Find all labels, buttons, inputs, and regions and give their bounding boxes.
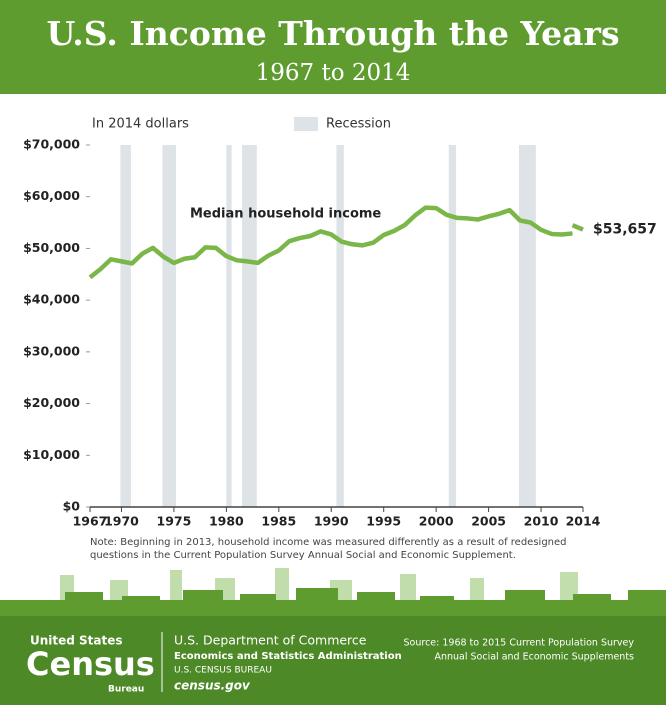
bureau: U.S. CENSUS BUREAU [174,666,272,676]
title: U.S. Income Through the Years [46,14,619,53]
y-tick-label: $50,000 [23,240,80,255]
legend-label: Recession [326,117,391,132]
legend-swatch [294,117,318,131]
recession-band [448,145,457,507]
recession-band [226,145,232,507]
source-line: Source: 1968 to 2015 Current Population … [404,638,635,649]
plot: Recession In 2014 dollars $0 $10,000 $20,000… [23,117,657,562]
y-axis-label: In 2014 dollars [92,117,189,132]
y-tick-label: $10,000 [23,447,80,462]
x-tick-label: 1995 [366,514,401,529]
source-line: Annual Social and Economic Supplements [434,652,634,663]
website: census.gov [174,679,251,693]
end-value-label: $53,657 [593,222,657,238]
x-tick-label: 2000 [419,514,454,529]
subtitle: 1967 to 2014 [256,60,411,86]
y-tick-label: $70,000 [23,137,80,152]
note: questions in the Current Population Surv… [90,550,516,561]
x-tick-label: 1970 [104,514,139,529]
header-band [0,0,666,94]
y-tick-label: $20,000 [23,395,80,410]
series-annotation: Median household income [190,207,381,222]
x-tick-label: 2010 [524,514,559,529]
x-tick-label: 1985 [261,514,296,529]
logo-bottom: Bureau [108,685,144,695]
recession-band [162,145,177,507]
recession-band [120,145,131,507]
x-tick-label: 1990 [314,514,349,529]
y-tick-label: $60,000 [23,188,80,203]
logo-main: Census [26,645,155,683]
logo-top: United States [30,634,123,648]
x-tick-label: 2014 [566,514,601,529]
recession-band [519,145,536,507]
recession-band [336,145,344,507]
x-tick-label: 1980 [209,514,244,529]
x-tick-label: 1975 [157,514,192,529]
income-line [88,205,584,280]
recession-band [242,145,257,507]
administration: Economics and Statistics Administration [174,651,402,662]
y-tick-label: $40,000 [23,292,80,307]
x-tick-label: 1967 [73,514,108,529]
y-tick-label: $30,000 [23,343,80,358]
department: U.S. Department of Commerce [174,633,367,648]
x-tick-label: 2005 [471,514,506,529]
footer-band [0,616,666,705]
houses [0,588,666,616]
y-tick-label: $0 [63,499,81,514]
note: Note: Beginning in 2013, household incom… [90,537,567,548]
